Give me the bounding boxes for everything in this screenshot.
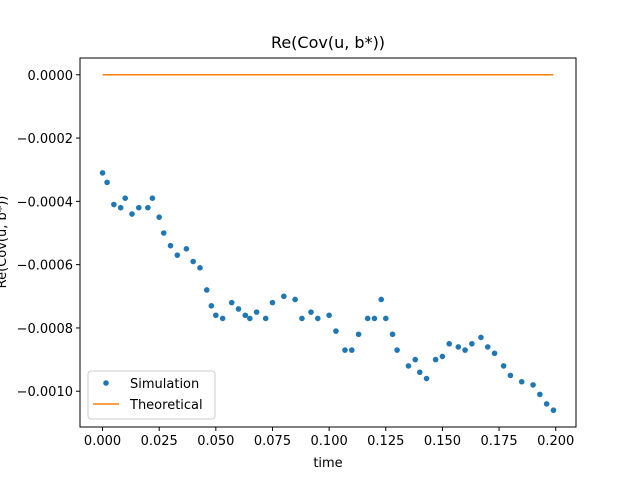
point [543, 401, 550, 407]
point [208, 302, 215, 309]
point [292, 296, 298, 303]
x-tick-label: 0.050 [197, 434, 234, 449]
point [355, 331, 362, 338]
point [364, 315, 371, 322]
point [389, 331, 396, 338]
point [262, 315, 269, 322]
x-tick-label: 0.100 [311, 434, 348, 449]
point [135, 204, 142, 211]
point [167, 242, 174, 249]
point [333, 328, 339, 334]
point [99, 170, 106, 176]
legend-label: Theoretical [129, 398, 203, 413]
point [160, 230, 167, 236]
point [405, 363, 412, 369]
point [446, 340, 453, 347]
point [183, 246, 190, 252]
x-tick-label: 0.200 [537, 434, 574, 449]
point [478, 334, 484, 341]
point [537, 391, 543, 398]
point [507, 372, 514, 379]
point [242, 312, 249, 319]
x-tick-label: 0.150 [424, 434, 461, 449]
point [203, 287, 210, 293]
chart-title: Re(Cov(u, b*)) [271, 33, 385, 52]
point [213, 312, 219, 319]
point [228, 299, 235, 306]
x-tick-label: 0.125 [367, 434, 404, 449]
point [247, 315, 253, 322]
point [315, 315, 321, 322]
point [253, 309, 260, 315]
point [117, 204, 124, 211]
point [111, 201, 117, 208]
point [500, 363, 507, 369]
point [462, 347, 468, 353]
point [299, 315, 305, 322]
point [145, 204, 151, 211]
legend-box [87, 370, 216, 420]
point [394, 347, 400, 353]
point [235, 306, 242, 312]
point [432, 356, 439, 363]
point [348, 347, 355, 353]
point [122, 195, 129, 201]
y-tick-label: −0.0002 [17, 132, 73, 147]
x-axis-label: time [313, 456, 342, 471]
point [455, 344, 462, 350]
point [530, 382, 536, 388]
x-tick-label: 0.175 [480, 434, 517, 449]
legend-label: Simulation [130, 377, 199, 392]
point [174, 252, 181, 258]
axes-frame [79, 57, 577, 428]
y-tick-label: −0.0008 [17, 322, 73, 337]
y-axis-label: Re(Cov(u, b*)) [0, 196, 10, 289]
x-tick-label: 0.000 [84, 434, 121, 449]
point [382, 315, 389, 322]
point [439, 353, 446, 360]
point [326, 312, 332, 319]
point [269, 299, 276, 306]
y-tick-label: −0.0010 [17, 385, 73, 400]
x-tick-label: 0.025 [141, 434, 178, 449]
point [550, 407, 557, 414]
point [190, 258, 196, 265]
y-tick-label: −0.0006 [17, 259, 73, 274]
y-tick-label: 0.0000 [28, 69, 74, 84]
point [371, 315, 378, 322]
point [308, 309, 314, 315]
point [518, 378, 525, 385]
point [484, 344, 491, 350]
point [342, 347, 348, 353]
x-tick-label: 0.075 [254, 434, 291, 449]
point [281, 293, 287, 300]
point [423, 375, 430, 382]
point [197, 265, 203, 271]
point [412, 356, 419, 363]
point [378, 296, 385, 303]
point [149, 195, 156, 201]
point [104, 179, 110, 186]
legend-swatch [103, 380, 109, 386]
point [416, 369, 423, 376]
point [156, 214, 162, 220]
point [219, 315, 226, 322]
point [491, 350, 498, 357]
point [129, 211, 135, 217]
y-tick-label: −0.0004 [17, 195, 73, 210]
point [469, 340, 475, 347]
